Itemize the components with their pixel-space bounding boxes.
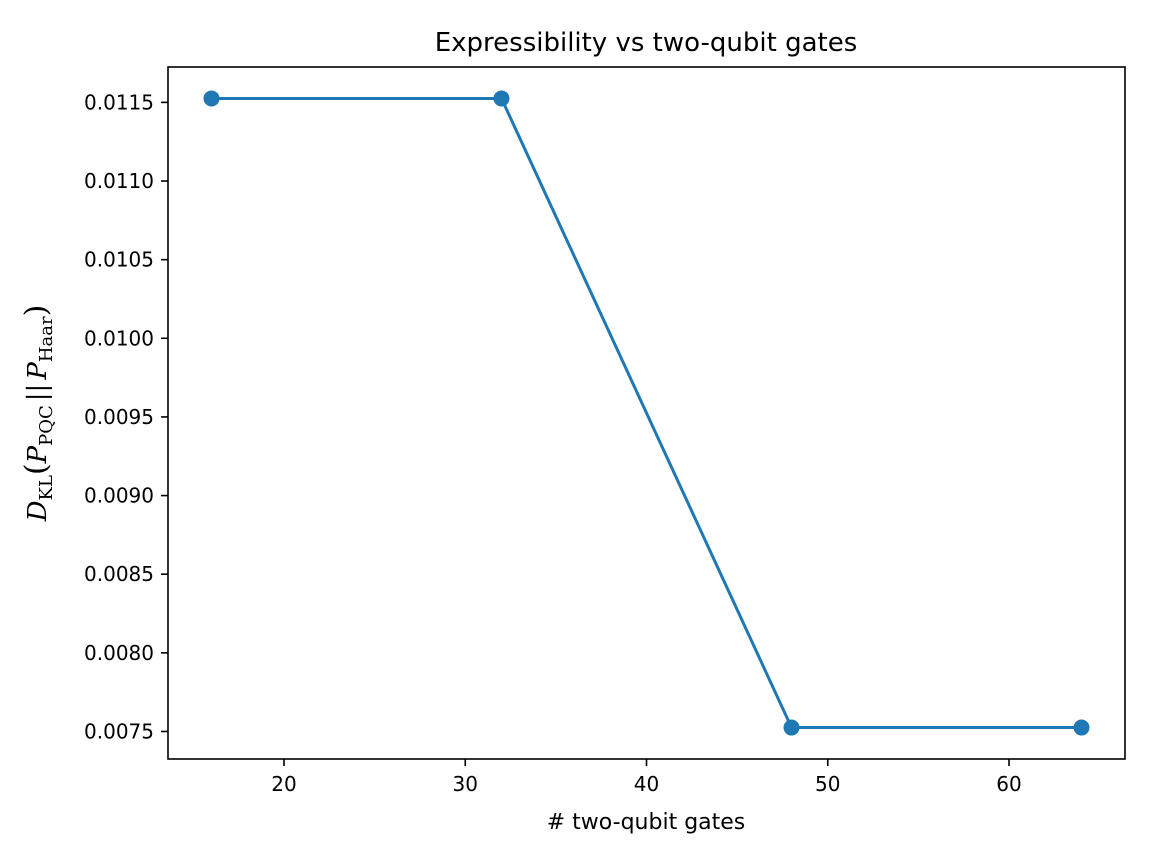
- x-tick-label: 20: [271, 772, 296, 796]
- x-axis-label: # two-qubit gates: [547, 810, 746, 835]
- y-tick-label: 0.0115: [84, 90, 154, 114]
- ylabel-separator: ||: [23, 384, 53, 402]
- series-line: [211, 96, 1082, 730]
- y-tick-label: 0.0075: [84, 719, 154, 743]
- x-tick-label: 60: [996, 772, 1021, 796]
- ylabel-close-paren: ): [19, 305, 54, 317]
- ylabel-p1: P: [23, 445, 53, 464]
- ylabel-main: D: [23, 500, 53, 522]
- ylabel-p2-sub: Haar: [36, 316, 57, 362]
- y-axis-ticks: 0.0075 0.0080 0.0085 0.0090 0.0095 0.0100 0.01…: [84, 90, 168, 743]
- x-axis-ticks: 20 30 40 50 60: [271, 759, 1022, 796]
- chart-title: Expressibility vs two-qubit gates: [435, 28, 858, 58]
- plot-frame: [167, 66, 1126, 760]
- ylabel-p2: P: [23, 362, 53, 381]
- svg-text:DKL(PPQC||PHaar): DKL(PPQC||PHaar): [19, 305, 57, 523]
- y-tick-label: 0.0100: [84, 326, 154, 350]
- data-point: [493, 90, 510, 107]
- data-point: [783, 719, 800, 736]
- y-tick-label: 0.0080: [84, 641, 154, 665]
- y-tick-label: 0.0105: [84, 248, 154, 272]
- x-tick-label: 50: [815, 772, 840, 796]
- ylabel-main-sub: KL: [36, 475, 57, 500]
- y-tick-label: 0.0110: [84, 169, 154, 193]
- y-tick-label: 0.0085: [84, 562, 154, 586]
- x-tick-label: 40: [634, 772, 659, 796]
- y-axis-label: DKL(PPQC||PHaar): [19, 305, 57, 523]
- series-layer: [203, 90, 1090, 736]
- x-tick-label: 30: [453, 772, 478, 796]
- ylabel-open-paren: (: [19, 463, 54, 475]
- data-point: [203, 90, 220, 107]
- data-point: [1073, 719, 1090, 736]
- y-tick-label: 0.0090: [84, 484, 154, 508]
- ylabel-p1-sub: PQC: [36, 405, 57, 446]
- y-tick-label: 0.0095: [84, 405, 154, 429]
